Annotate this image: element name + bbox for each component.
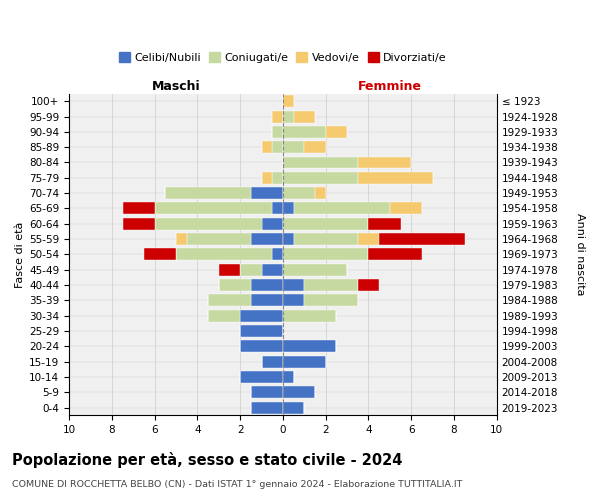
Bar <box>262 264 283 276</box>
Bar <box>283 279 304 291</box>
Bar <box>208 310 240 322</box>
Bar <box>358 279 379 291</box>
Bar <box>283 202 293 214</box>
Bar <box>122 218 155 230</box>
Text: Popolazione per età, sesso e stato civile - 2024: Popolazione per età, sesso e stato civil… <box>12 452 403 468</box>
Bar <box>251 279 283 291</box>
Bar <box>283 310 337 322</box>
Bar <box>315 187 326 199</box>
Bar <box>283 187 315 199</box>
Bar <box>272 172 283 184</box>
Bar <box>176 233 187 245</box>
Bar <box>262 172 272 184</box>
Bar <box>219 279 251 291</box>
Bar <box>283 218 368 230</box>
Bar <box>304 279 358 291</box>
Bar <box>358 156 411 168</box>
Bar <box>155 218 262 230</box>
Bar <box>251 402 283 413</box>
Bar <box>283 95 293 107</box>
Bar <box>283 386 315 398</box>
Bar <box>272 141 283 153</box>
Bar <box>240 340 283 352</box>
Bar <box>251 233 283 245</box>
Bar <box>293 110 315 122</box>
Bar <box>240 310 283 322</box>
Bar <box>144 248 176 260</box>
Bar <box>326 126 347 138</box>
Bar <box>262 218 283 230</box>
Bar <box>283 233 293 245</box>
Text: Femmine: Femmine <box>358 80 422 93</box>
Bar <box>272 110 283 122</box>
Bar <box>283 371 293 383</box>
Legend: Celibi/Nubili, Coniugati/e, Vedovi/e, Divorziati/e: Celibi/Nubili, Coniugati/e, Vedovi/e, Di… <box>115 48 451 68</box>
Bar <box>219 264 240 276</box>
Bar <box>272 202 283 214</box>
Bar <box>122 202 155 214</box>
Bar <box>368 218 401 230</box>
Text: COMUNE DI ROCCHETTA BELBO (CN) - Dati ISTAT 1° gennaio 2024 - Elaborazione TUTTI: COMUNE DI ROCCHETTA BELBO (CN) - Dati IS… <box>12 480 463 489</box>
Bar <box>240 325 283 337</box>
Bar <box>208 294 251 306</box>
Y-axis label: Anni di nascita: Anni di nascita <box>575 213 585 296</box>
Bar <box>187 233 251 245</box>
Bar <box>240 264 262 276</box>
Bar <box>293 233 358 245</box>
Bar <box>304 294 358 306</box>
Bar <box>390 202 422 214</box>
Bar <box>283 248 368 260</box>
Bar <box>283 126 326 138</box>
Bar <box>304 141 326 153</box>
Bar <box>283 356 326 368</box>
Bar <box>283 294 304 306</box>
Bar <box>262 141 272 153</box>
Bar <box>283 340 337 352</box>
Y-axis label: Fasce di età: Fasce di età <box>15 221 25 288</box>
Bar <box>283 264 347 276</box>
Bar <box>166 187 251 199</box>
Bar <box>251 386 283 398</box>
Text: Maschi: Maschi <box>152 80 200 93</box>
Bar <box>251 294 283 306</box>
Bar <box>251 187 283 199</box>
Bar <box>358 172 433 184</box>
Bar <box>283 156 358 168</box>
Bar <box>176 248 272 260</box>
Bar <box>262 356 283 368</box>
Bar <box>293 202 390 214</box>
Bar <box>272 126 283 138</box>
Bar <box>283 402 304 413</box>
Bar <box>368 248 422 260</box>
Bar <box>283 141 304 153</box>
Bar <box>379 233 464 245</box>
Bar <box>283 172 358 184</box>
Bar <box>272 248 283 260</box>
Bar <box>283 110 293 122</box>
Bar <box>358 233 379 245</box>
Bar <box>240 371 283 383</box>
Bar <box>155 202 272 214</box>
